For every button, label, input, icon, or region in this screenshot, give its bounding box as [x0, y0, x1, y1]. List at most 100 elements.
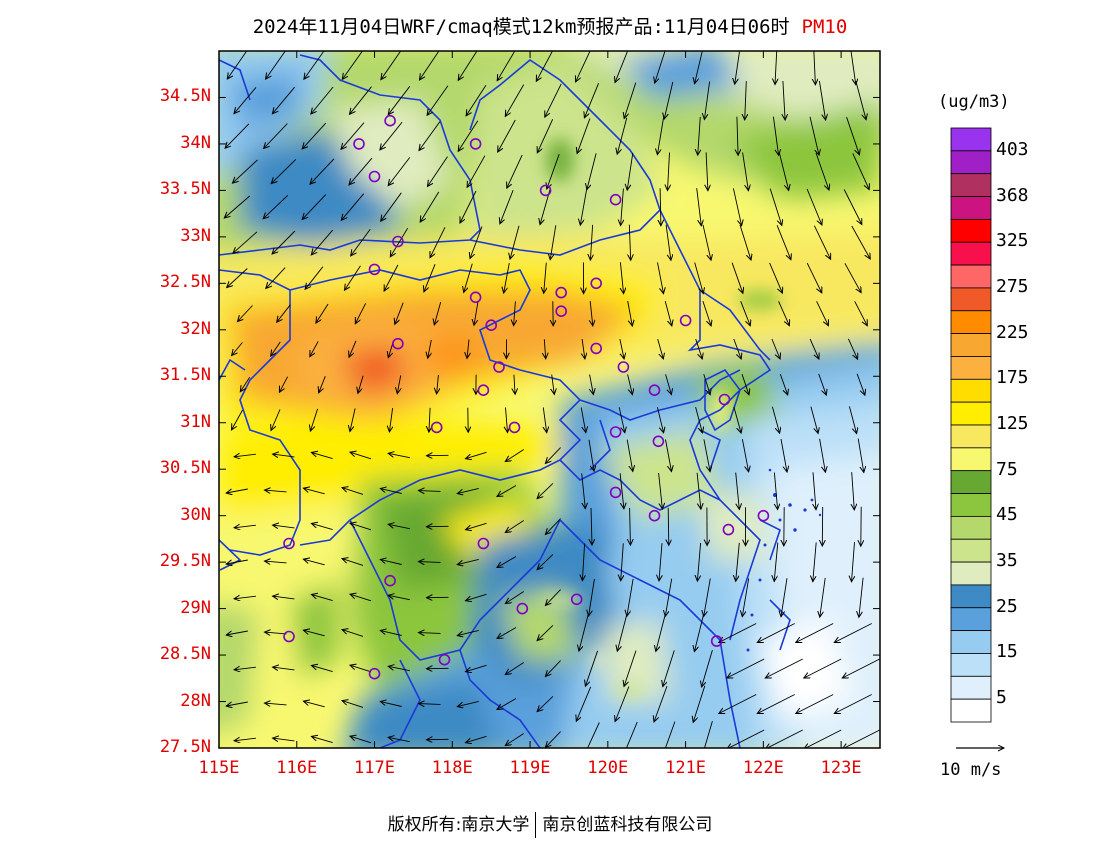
wind-arrow: [620, 262, 623, 293]
colorbar-label: 403: [996, 138, 1029, 160]
wind-arrow: [696, 472, 701, 509]
wind-arrow: [380, 489, 402, 494]
wind-arrow: [576, 51, 591, 82]
wind-arrow: [350, 594, 372, 602]
wind-arrow: [741, 439, 748, 472]
wind-arrow: [856, 373, 865, 395]
wind-arrow: [627, 374, 633, 394]
wind-arrow: [813, 542, 817, 581]
wind-arrow: [587, 722, 600, 748]
wind-arrow: [851, 225, 870, 259]
wind-arrow: [388, 86, 411, 114]
lat-label: 32N: [180, 318, 211, 339]
wind-arrow: [271, 341, 281, 356]
wind-arrow: [813, 472, 816, 509]
wind-arrow: [668, 507, 669, 546]
wind-arrow: [226, 559, 248, 564]
wind-arrow: [702, 300, 711, 326]
wind-arrow: [265, 490, 287, 492]
wind-arrow: [776, 225, 791, 259]
wind-arrow: [497, 698, 517, 710]
wind-arrow: [819, 438, 826, 472]
wind-arrow: [658, 472, 663, 509]
wind-arrow: [240, 377, 251, 391]
station-marker: [648, 384, 661, 397]
lon-label: 115E: [198, 758, 240, 778]
wind-arrow: [342, 51, 363, 80]
wind-arrow: [668, 152, 670, 191]
wind-arrow: [420, 191, 440, 222]
wind-arrow: [345, 265, 361, 290]
wind-arrow: [505, 733, 524, 746]
wind-arrow: [460, 190, 477, 223]
wind-arrow: [740, 301, 751, 326]
wind-arrow: [304, 51, 325, 79]
wind-arrow: [510, 225, 520, 259]
wind-arrow: [272, 86, 295, 114]
station-marker: [652, 435, 665, 448]
colorbar-label: 175: [996, 367, 1029, 389]
wind-arrow: [341, 193, 365, 221]
wind-arrow: [238, 305, 253, 322]
wind-arrow: [429, 407, 430, 432]
wind-arrow: [615, 51, 629, 83]
station-marker: [555, 305, 568, 318]
colorbar-cell: [950, 584, 992, 609]
wind-arrow: [771, 406, 779, 433]
wind-arrow: [852, 542, 855, 582]
lat-label: 33N: [180, 225, 211, 246]
wind-arrow: [310, 158, 335, 184]
wind-arrow: [806, 262, 822, 293]
station-marker: [508, 421, 521, 434]
wind-arrow: [389, 408, 392, 432]
wind-arrow: [664, 81, 674, 119]
wind-arrow: [775, 51, 777, 85]
wind-arrow: [355, 303, 367, 323]
wind-arrow: [380, 560, 402, 565]
lon-label: 118E: [431, 758, 473, 778]
wind-arrow: [395, 302, 404, 325]
wind-arrow: [504, 262, 510, 293]
wind-arrow: [305, 266, 324, 290]
wind-arrow: [311, 86, 334, 114]
colorbar-cell: [950, 241, 992, 266]
footer-company: 南京创蓝科技有限公司: [542, 815, 713, 835]
wind-arrow: [663, 650, 675, 686]
wind-arrow: [630, 507, 631, 545]
station-marker: [368, 667, 381, 680]
station-marker: [283, 630, 295, 643]
wind-arrow: [783, 80, 785, 120]
wind-arrow: [514, 301, 516, 325]
wind-arrow: [657, 338, 664, 359]
wind-arrow: [814, 51, 816, 84]
lat-label: 29.5N: [159, 551, 211, 572]
copyright-footer: 版权所有:南京大学 南京创蓝科技有限公司: [0, 810, 1100, 838]
station-marker: [617, 361, 630, 373]
wind-arrow: [234, 596, 256, 599]
station-marker: [384, 574, 396, 587]
wind-arrow: [310, 341, 319, 356]
wind-arrow: [545, 731, 561, 748]
wind-arrow: [765, 729, 803, 748]
wind-arrow: [590, 374, 594, 395]
wind-arrow: [694, 262, 704, 294]
colorbar-label: 35: [996, 550, 1018, 572]
wind-arrow: [537, 554, 554, 569]
lat-label: 32.5N: [159, 272, 211, 293]
wind-arrow: [458, 120, 479, 152]
wind-arrow: [820, 577, 826, 617]
wind-arrow: [834, 694, 872, 714]
lat-label: 31N: [180, 411, 211, 432]
wind-arrow: [316, 303, 329, 323]
wind-arrow: [796, 623, 834, 643]
wind-arrow: [846, 117, 860, 155]
colorbar-cell: [950, 470, 992, 494]
wind-arrow: [271, 409, 281, 431]
colorbar-cell: [950, 424, 992, 449]
wind-arrow: [311, 665, 333, 673]
wind-arrow: [816, 301, 829, 325]
wind-arrow: [266, 267, 286, 289]
wind-arrow: [590, 224, 592, 260]
wind-arrow: [457, 700, 479, 706]
wind-arrow: [619, 339, 624, 359]
